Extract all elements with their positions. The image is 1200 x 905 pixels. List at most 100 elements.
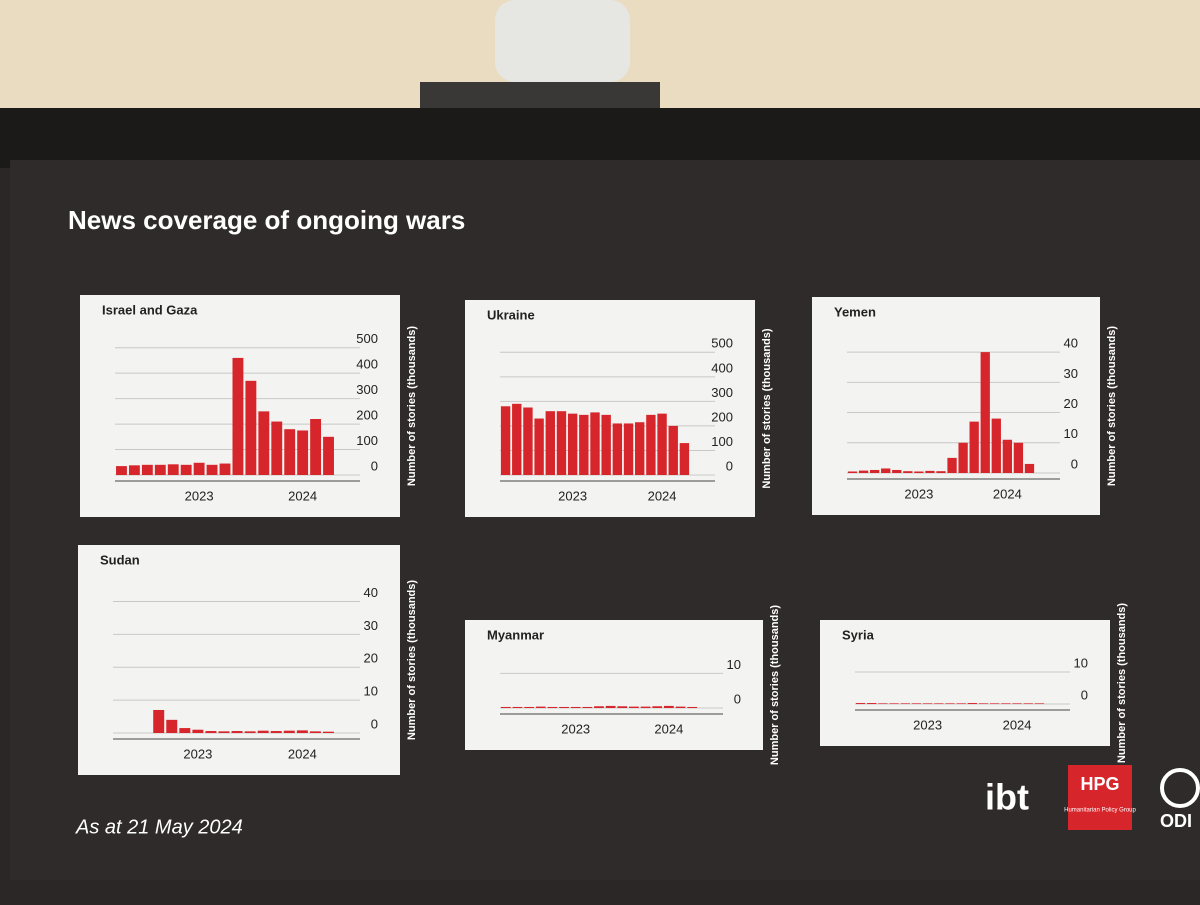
bar	[881, 468, 891, 473]
bar	[179, 728, 191, 733]
y-axis-label: Number of stories (thousands)	[769, 605, 781, 765]
bar	[524, 706, 535, 708]
bar	[512, 403, 522, 475]
y-tick-label: 0	[734, 691, 741, 706]
bar	[192, 729, 204, 733]
x-tick-label: 2023	[913, 717, 942, 732]
bar	[911, 703, 922, 704]
y-tick-label: 0	[1081, 687, 1088, 702]
bar	[663, 705, 674, 708]
bar	[605, 705, 616, 708]
bar	[922, 703, 933, 704]
bar	[892, 469, 902, 473]
y-tick-label: 100	[711, 434, 733, 449]
x-tick-label: 2023	[183, 746, 212, 761]
y-tick-label: 20	[364, 651, 378, 666]
bar	[297, 430, 309, 475]
bar	[635, 422, 645, 475]
bar	[1023, 703, 1033, 704]
bar	[847, 471, 858, 473]
bar	[180, 464, 192, 475]
bar	[668, 425, 678, 475]
y-axis-label: Number of stories (thousands)	[1116, 603, 1128, 763]
bar	[322, 731, 334, 733]
bar	[867, 703, 877, 704]
bar	[900, 703, 910, 704]
panel-title: Sudan	[100, 552, 140, 567]
y-tick-label: 10	[1064, 426, 1078, 441]
bar	[855, 703, 866, 704]
panel-title: Israel and Gaza	[102, 302, 198, 317]
bar	[623, 423, 634, 475]
bar	[914, 471, 924, 473]
bar	[141, 464, 153, 475]
y-axis-label: Number of stories (thousands)	[406, 580, 418, 740]
panel	[820, 620, 1110, 746]
bar	[594, 706, 604, 708]
bar	[958, 442, 968, 473]
panel-title: Yemen	[834, 304, 876, 319]
bar	[925, 470, 935, 473]
camera	[495, 0, 630, 82]
bar	[231, 731, 243, 733]
bar	[323, 436, 334, 475]
bar	[116, 466, 127, 475]
bar	[232, 357, 244, 475]
bar	[617, 706, 628, 708]
y-tick-label: 20	[1064, 396, 1078, 411]
x-tick-label: 2024	[288, 488, 317, 503]
x-tick-label: 2023	[904, 486, 933, 501]
bar	[878, 703, 888, 704]
bar	[889, 703, 899, 704]
y-tick-label: 400	[356, 357, 378, 372]
bar	[219, 463, 231, 475]
bar	[556, 411, 567, 475]
bar	[283, 730, 295, 733]
bar	[258, 411, 270, 475]
panel-title: Myanmar	[487, 627, 544, 642]
logo-ibt: ibt	[985, 777, 1029, 818]
x-tick-label: 2023	[185, 488, 214, 503]
y-tick-label: 500	[356, 331, 378, 346]
bar	[590, 412, 600, 475]
bar	[945, 703, 955, 704]
bar	[309, 731, 321, 733]
bar	[310, 419, 322, 475]
y-axis-label: Number of stories (thousands)	[1106, 326, 1118, 486]
bar	[903, 471, 913, 473]
bar	[547, 706, 558, 708]
bar	[128, 465, 140, 475]
bar	[646, 414, 656, 475]
x-tick-label: 2023	[561, 721, 590, 736]
y-tick-label: 10	[727, 657, 741, 672]
bar	[257, 730, 269, 733]
y-tick-label: 200	[356, 408, 378, 423]
bar	[652, 706, 663, 708]
bar	[582, 706, 593, 708]
bar	[512, 706, 523, 708]
bar	[500, 706, 511, 708]
panel	[465, 620, 763, 750]
y-tick-label: 30	[364, 618, 378, 633]
y-tick-label: 300	[711, 385, 733, 400]
y-tick-label: 0	[1071, 456, 1078, 471]
footnote: As at 21 May 2024	[75, 816, 243, 838]
bar	[271, 421, 283, 475]
bar	[675, 706, 686, 708]
y-tick-label: 100	[356, 433, 378, 448]
y-axis-label: Number of stories (thousands)	[406, 326, 418, 486]
bar	[1013, 442, 1024, 473]
y-tick-label: 300	[356, 382, 378, 397]
y-tick-label: 10	[364, 684, 378, 699]
bar	[640, 706, 651, 708]
bar	[657, 413, 667, 475]
bar	[523, 407, 533, 475]
bar	[296, 730, 308, 733]
bar	[934, 703, 944, 704]
slide-title: News coverage of ongoing wars	[68, 205, 465, 235]
bar	[206, 464, 218, 475]
y-tick-label: 0	[371, 458, 378, 473]
logo-hpg: HPG	[1080, 774, 1119, 794]
panel-title: Syria	[842, 627, 875, 642]
